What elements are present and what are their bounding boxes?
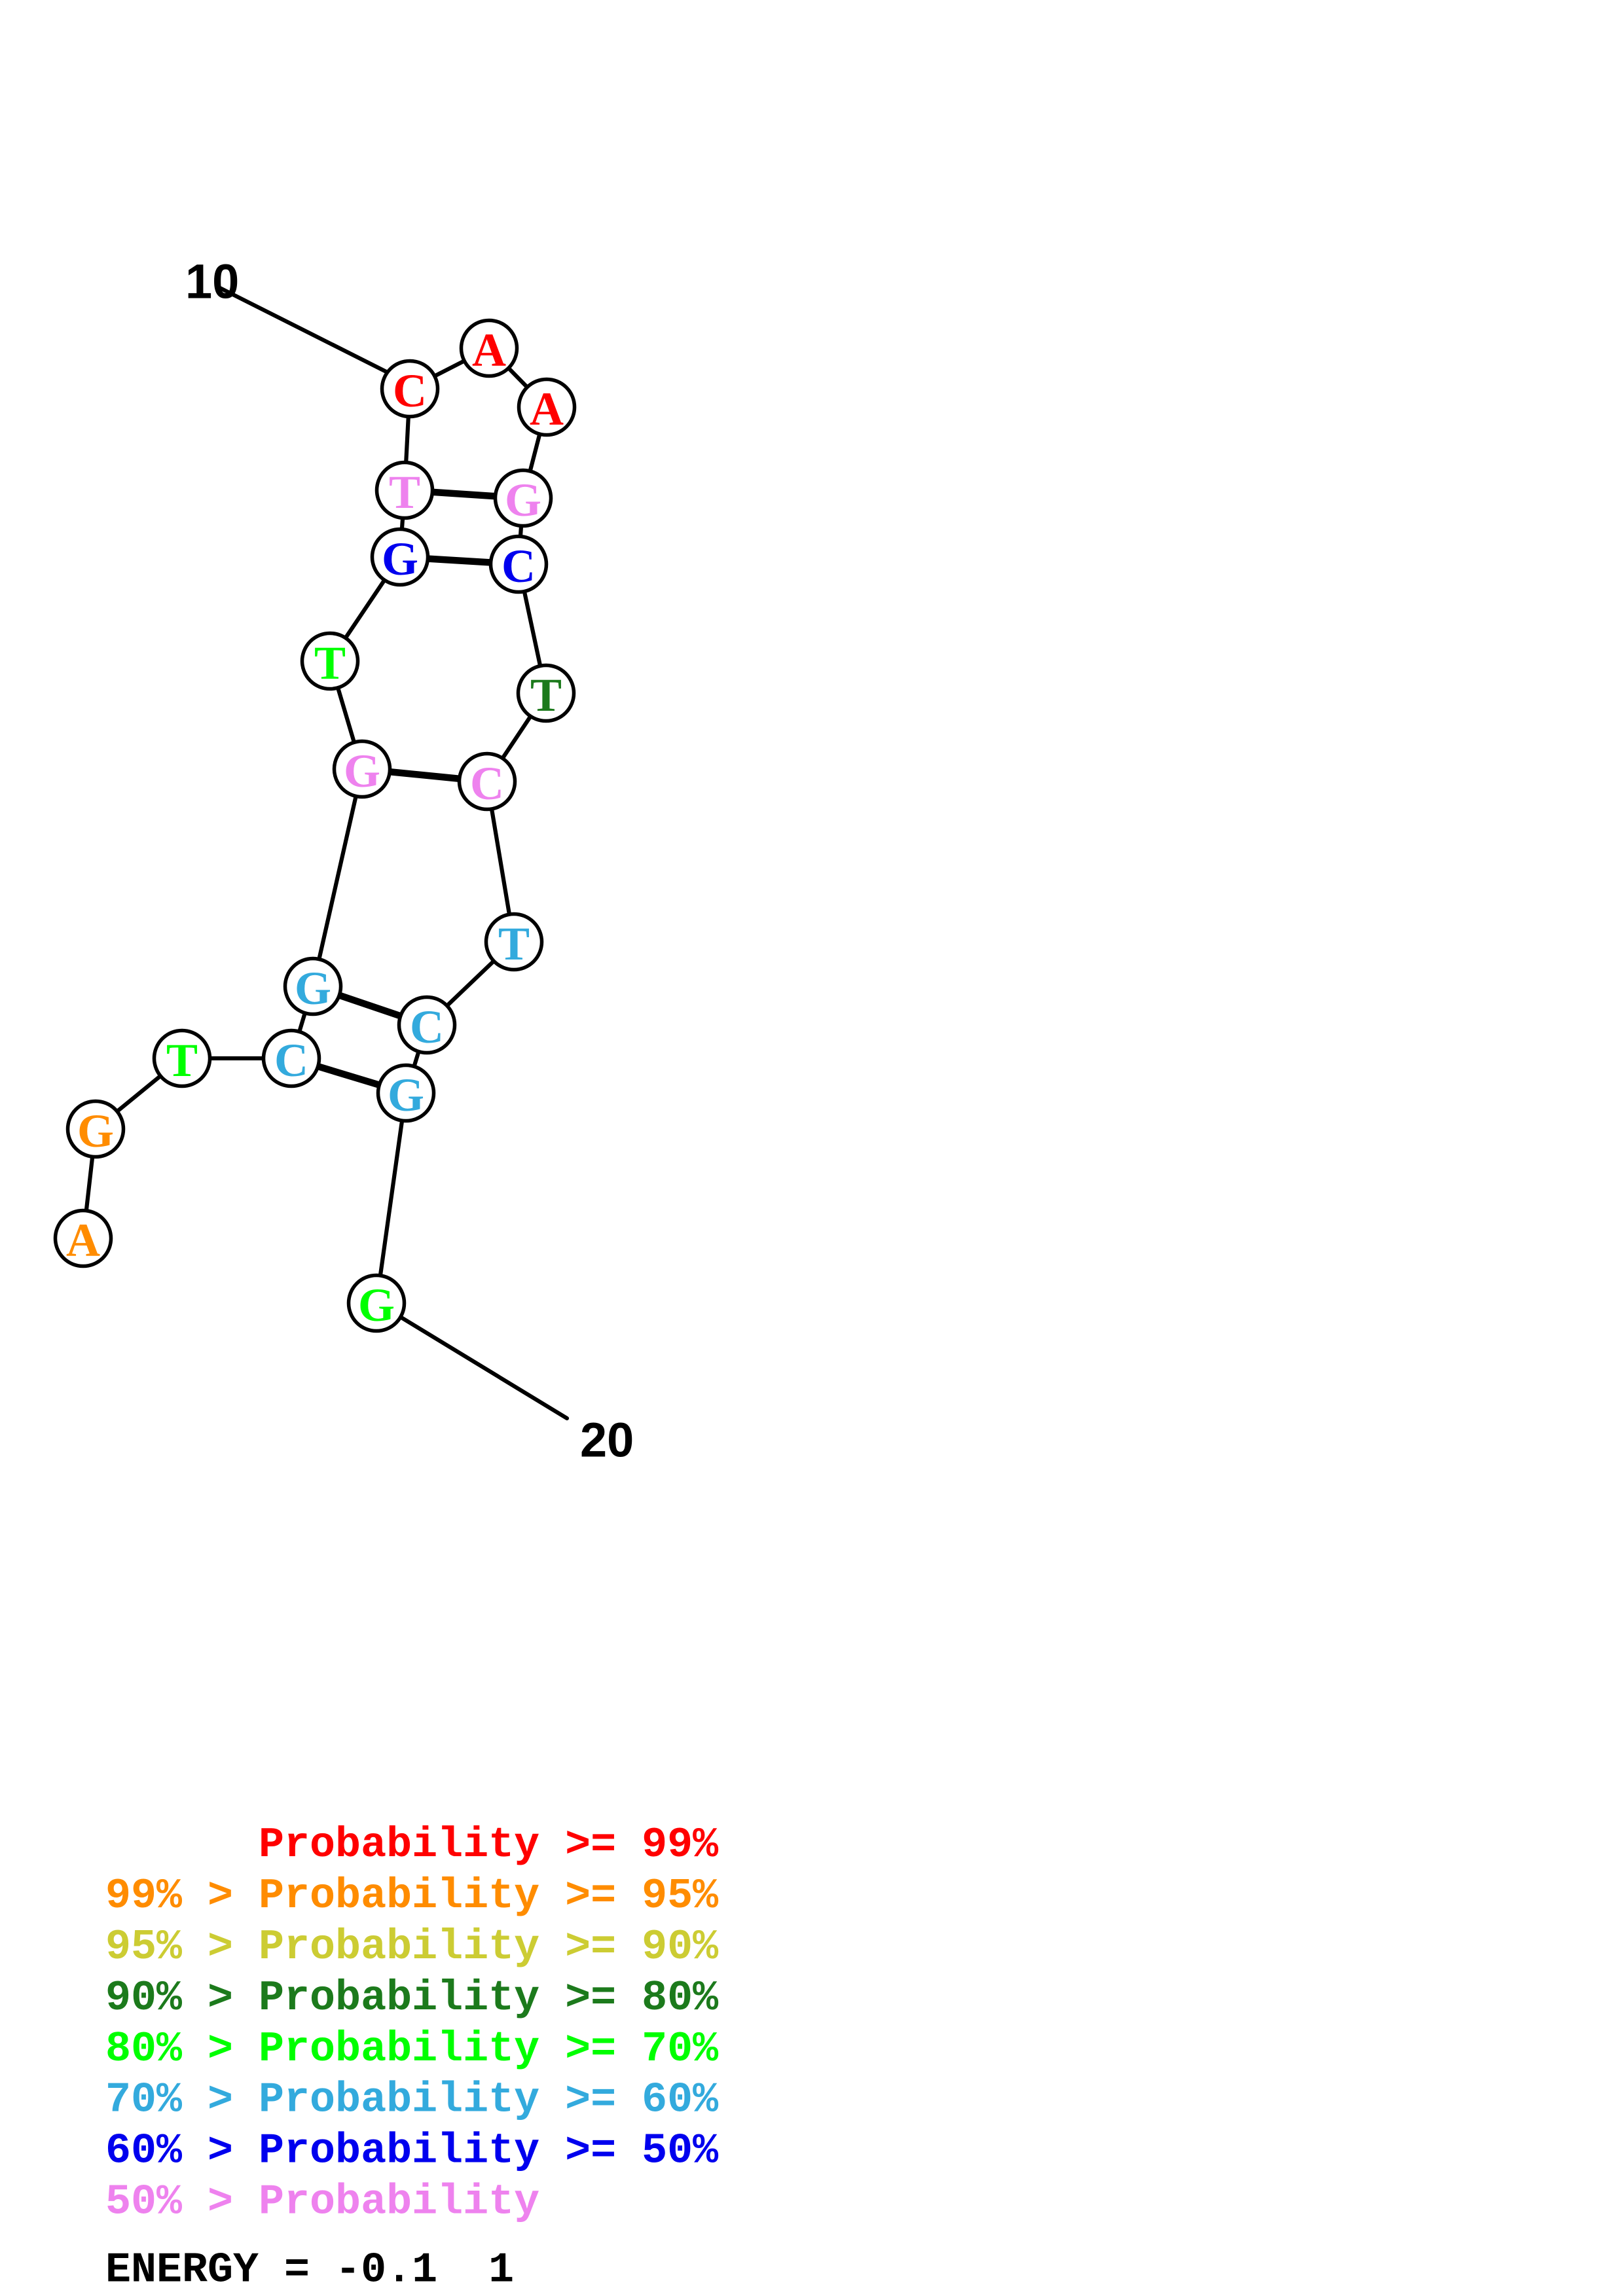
svg-text:95% > Probability >= 90%: 95% > Probability >= 90%	[105, 1923, 719, 1971]
svg-text:A: A	[472, 324, 506, 376]
svg-text:10: 10	[185, 255, 239, 309]
svg-text:ENERGY = -0.1 1: ENERGY = -0.1 1	[105, 2246, 514, 2295]
svg-text:50% > Probability: 50% > Probability	[105, 2178, 539, 2227]
svg-text:A: A	[530, 383, 564, 435]
svg-text:G: G	[388, 1069, 424, 1121]
svg-text:G: G	[295, 962, 331, 1014]
svg-text:C: C	[410, 1001, 444, 1053]
svg-text:60% > Probability >= 50%: 60% > Probability >= 50%	[105, 2127, 719, 2176]
svg-text:90% > Probability >= 80%: 90% > Probability >= 80%	[105, 1974, 719, 2022]
svg-text:20: 20	[580, 1413, 634, 1467]
svg-text:T: T	[166, 1034, 198, 1086]
svg-text:80% > Probability >= 70%: 80% > Probability >= 70%	[105, 2025, 719, 2073]
svg-text:Probability >= 99%: Probability >= 99%	[105, 1821, 719, 1869]
svg-text:T: T	[389, 466, 420, 518]
svg-text:G: G	[382, 533, 418, 585]
svg-text:T: T	[314, 637, 346, 689]
svg-text:G: G	[77, 1105, 114, 1157]
svg-text:G: G	[358, 1279, 395, 1331]
svg-text:99% > Probability >= 95%: 99% > Probability >= 95%	[105, 1872, 719, 1920]
svg-text:C: C	[501, 540, 536, 592]
svg-text:C: C	[393, 365, 427, 417]
svg-text:C: C	[274, 1034, 308, 1086]
svg-text:A: A	[66, 1214, 100, 1266]
svg-text:G: G	[505, 474, 541, 526]
svg-text:T: T	[498, 918, 530, 970]
svg-text:70% > Probability >= 60%: 70% > Probability >= 60%	[105, 2076, 719, 2125]
svg-text:C: C	[470, 757, 504, 810]
svg-text:G: G	[344, 745, 380, 797]
svg-text:T: T	[530, 669, 562, 721]
